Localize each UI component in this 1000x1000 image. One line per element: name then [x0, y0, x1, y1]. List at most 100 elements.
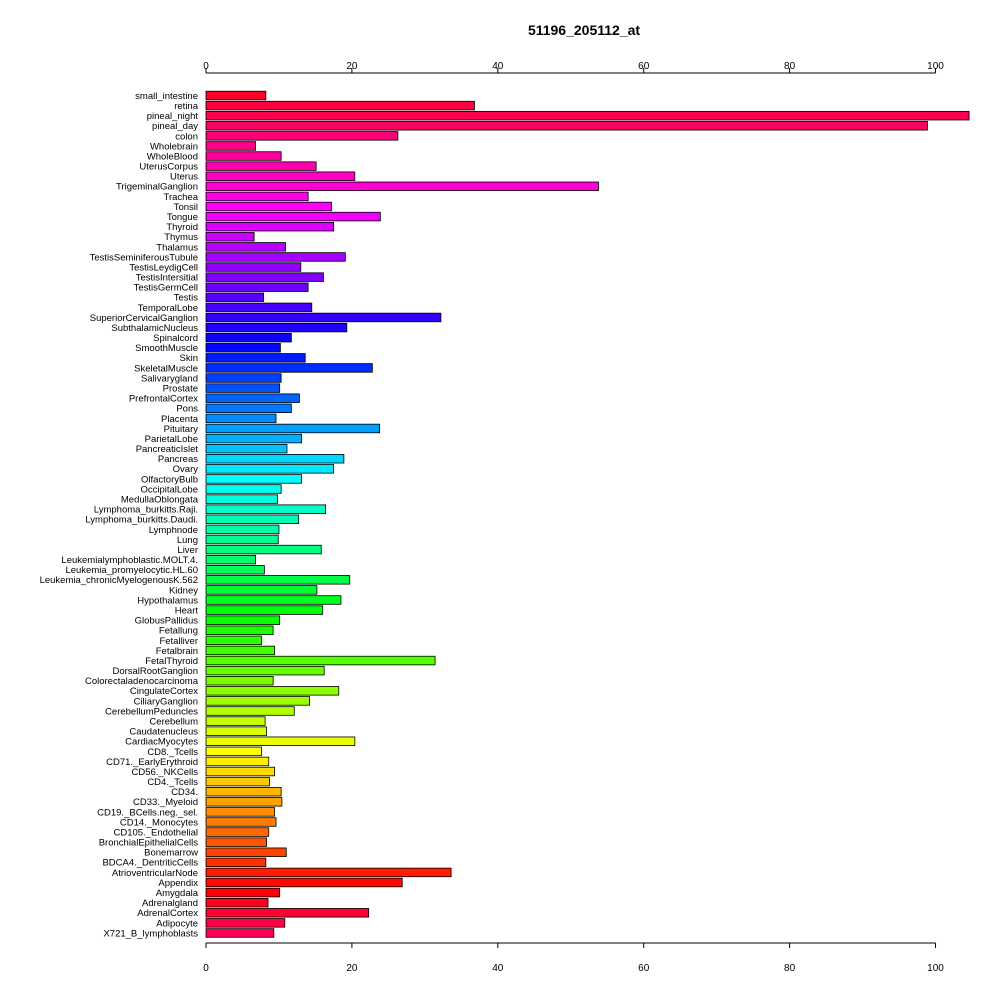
category-label: Fetalliver [159, 636, 198, 647]
top-tick-label: 0 [203, 61, 209, 72]
category-label: TemporalLobe [138, 303, 198, 314]
bar [205, 181, 599, 192]
bottom-tick-label: 40 [492, 963, 504, 974]
bar [205, 151, 282, 161]
bar [205, 817, 277, 827]
bar [205, 242, 286, 252]
bar [205, 807, 275, 817]
bar [205, 857, 267, 868]
category-label: Leukemia_chronicMyelogenousK.562 [40, 575, 198, 586]
bar [205, 161, 317, 171]
bar [205, 575, 351, 585]
category-label: CerebellumPeduncles [105, 706, 198, 717]
bar [205, 544, 322, 555]
bottom-tick-label: 100 [927, 963, 944, 974]
category-label: CD105._Endothelial [113, 827, 198, 838]
bar [205, 554, 257, 565]
category-label: Lymphnode [149, 525, 198, 536]
category-label: Ovary [173, 464, 199, 475]
category-label: Thalamus [156, 242, 198, 253]
bar [205, 464, 335, 474]
chart-title: 51196_205112_at [528, 22, 640, 38]
bar [205, 877, 403, 888]
bar [205, 90, 267, 101]
category-label: PancreaticIslet [136, 444, 199, 455]
bar [205, 514, 300, 524]
bar [205, 766, 275, 777]
category-label: Pancreas [158, 454, 198, 465]
category-label: Appendix [158, 878, 198, 889]
category-label: Salivarygland [141, 373, 198, 384]
category-label: GlobusPallidus [135, 616, 199, 627]
bar [205, 696, 310, 706]
bar [205, 524, 280, 535]
category-label: UterusCorpus [139, 162, 198, 173]
bar [205, 110, 970, 121]
bar [205, 353, 306, 363]
category-label: Caudatenucleus [129, 727, 198, 738]
category-label: Leukemia_promyelocytic.HL.60 [65, 565, 198, 576]
bar [205, 756, 270, 767]
category-label: PrefrontalCortex [129, 394, 198, 405]
category-label: SkeletalMuscle [134, 363, 198, 374]
bar [205, 292, 265, 303]
bar [205, 312, 442, 323]
category-label: small_intestine [135, 91, 198, 102]
category-label: pineal_day [152, 121, 198, 132]
category-label: WholeBlood [147, 151, 198, 162]
bar [205, 191, 309, 202]
category-label: Adipocyte [156, 918, 198, 929]
top-tick-label: 100 [927, 61, 944, 72]
category-label: Skin [180, 353, 198, 364]
bar [205, 787, 282, 797]
bar [205, 413, 277, 424]
category-label: Wholebrain [150, 141, 198, 152]
bar [205, 232, 255, 242]
category-label: CD34. [171, 787, 198, 798]
category-label: OlfactoryBulb [141, 474, 198, 485]
bar [205, 100, 475, 111]
bar [205, 665, 325, 676]
category-label: CD33._Myeloid [133, 797, 198, 808]
category-label: TrigeminalGanglion [116, 182, 198, 193]
category-label: CardiacMyocytes [125, 737, 198, 748]
bar [205, 837, 267, 847]
bar [205, 605, 324, 615]
category-label: CD56._NKCells [131, 767, 198, 778]
bar [205, 898, 269, 908]
category-label: Trachea [164, 192, 199, 203]
top-tick-label: 20 [346, 61, 358, 72]
category-label: SubthalamicNucleus [111, 323, 198, 334]
category-label: Kidney [169, 585, 198, 596]
category-label: Cerebellum [149, 716, 198, 727]
category-label: Liver [177, 545, 198, 556]
category-label: SuperiorCervicalGanglion [90, 313, 198, 324]
bar [205, 433, 302, 444]
bar [205, 706, 295, 716]
bar [205, 332, 292, 343]
bar [205, 645, 275, 656]
category-label: Thyroid [166, 222, 198, 233]
category-label: CD8._Tcells [147, 747, 198, 758]
bar [205, 615, 281, 625]
bar [205, 322, 348, 333]
category-label: Pons [176, 404, 198, 415]
bar [205, 726, 267, 736]
category-label: pineal_night [147, 111, 199, 122]
category-label: Tonsil [174, 202, 198, 213]
category-label: CD19._BCells.neg._sel. [97, 807, 198, 818]
bar [205, 585, 318, 595]
bar [205, 343, 281, 353]
bar [205, 746, 262, 757]
bar [205, 272, 324, 282]
bar [205, 827, 270, 837]
category-label: CiliaryGanglion [134, 696, 198, 707]
category-label: TestisLeydigCell [129, 262, 198, 273]
bar [205, 171, 356, 181]
category-label: Amygdala [156, 888, 199, 899]
category-label: Uterus [170, 172, 198, 183]
category-label: AtrioventricularNode [112, 868, 198, 879]
category-label: CingulateCortex [130, 686, 198, 697]
category-labels-group: small_intestineretinapineal_nightpineal_… [40, 91, 199, 939]
